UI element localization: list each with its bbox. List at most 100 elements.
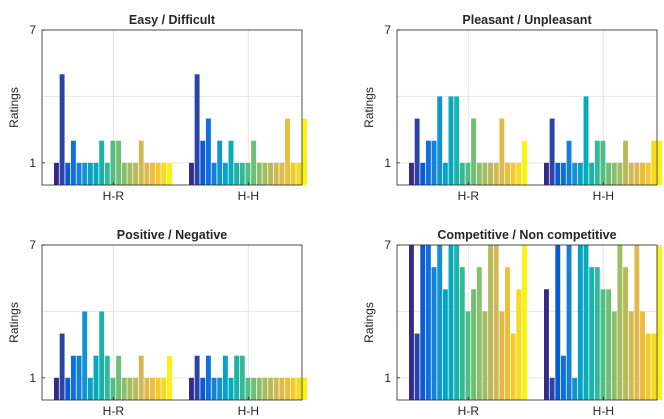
bar-h-h-7 — [222, 162, 228, 185]
bar-h-h-3 — [555, 245, 561, 400]
bar-h-r-17 — [144, 377, 150, 400]
bar-h-h-10 — [594, 140, 600, 185]
bar-h-r-20 — [161, 377, 167, 400]
bar-h-h-14 — [262, 377, 268, 400]
y-tick-label: 1 — [384, 156, 391, 170]
bar-h-r-17 — [499, 311, 505, 400]
bar-h-r-18 — [150, 162, 155, 185]
chart-title: Pleasant / Unpleasant — [462, 13, 592, 27]
y-tick-label: 1 — [29, 156, 36, 170]
bar-h-r-21 — [167, 355, 172, 400]
bar-h-r-4 — [425, 245, 431, 400]
bar-h-h-3 — [200, 377, 206, 400]
bar-h-r-8 — [448, 245, 454, 400]
bar-h-r-4 — [425, 140, 431, 185]
bar-h-r-13 — [476, 162, 482, 185]
bar-h-r-14 — [482, 162, 488, 185]
bar-h-h-16 — [273, 377, 279, 400]
bar-h-h-1 — [544, 289, 549, 400]
bar-h-r-18 — [505, 267, 510, 400]
bar-h-h-16 — [273, 162, 279, 185]
chart-panel-1: 1 7 H-R H-H Ratings Easy / Difficult — [7, 13, 307, 203]
bar-h-r-15 — [133, 162, 138, 185]
x-tick-label-h-r: H-R — [103, 404, 125, 418]
bar-h-r-3 — [65, 377, 71, 400]
bar-h-h-14 — [617, 162, 623, 185]
bar-h-r-6 — [82, 311, 88, 400]
bar-h-h-15 — [623, 267, 628, 400]
bar-h-h-3 — [555, 162, 561, 185]
bar-h-r-11 — [465, 162, 471, 185]
bar-h-r-3 — [420, 162, 426, 185]
bar-h-h-15 — [623, 140, 628, 185]
bar-h-r-10 — [459, 267, 465, 400]
bar-h-r-7 — [87, 377, 93, 400]
bar-h-r-2 — [59, 333, 65, 400]
bar-h-r-20 — [161, 162, 167, 185]
bar-h-h-19 — [645, 333, 651, 400]
plot-area — [42, 30, 302, 185]
x-tick-label-h-h: H-H — [593, 189, 614, 203]
bar-h-r-14 — [127, 162, 133, 185]
bar-h-h-21 — [302, 377, 307, 400]
axes-frame — [396, 244, 658, 401]
bar-h-h-18 — [640, 311, 645, 400]
bar-h-h-4 — [560, 162, 566, 185]
bar-h-h-8 — [228, 377, 234, 400]
bar-h-h-4 — [560, 355, 566, 400]
bar-h-r-19 — [510, 333, 516, 400]
x-tick-label-h-r: H-R — [103, 189, 125, 203]
bar-h-h-15 — [268, 162, 273, 185]
bar-h-h-2 — [194, 74, 200, 185]
bar-h-h-4 — [205, 355, 211, 400]
bar-h-r-16 — [138, 140, 144, 185]
bar-h-r-5 — [431, 140, 437, 185]
bar-h-h-21 — [657, 245, 662, 400]
bar-h-h-5 — [211, 377, 217, 400]
bar-h-h-5 — [566, 245, 572, 400]
bar-h-h-13 — [256, 377, 262, 400]
bar-h-h-10 — [239, 162, 245, 185]
bar-h-h-12 — [606, 289, 612, 400]
axes-frame — [41, 244, 303, 401]
bar-h-r-7 — [442, 162, 448, 185]
x-tick-label-h-r: H-R — [458, 189, 480, 203]
bar-h-h-5 — [211, 162, 217, 185]
bar-h-r-13 — [121, 162, 127, 185]
bar-h-r-13 — [121, 377, 127, 400]
bar-h-h-20 — [651, 140, 657, 185]
y-tick-label: 7 — [29, 23, 36, 37]
bar-h-h-8 — [583, 96, 589, 185]
bar-h-h-9 — [234, 162, 240, 185]
bar-h-r-1 — [409, 245, 414, 400]
bar-h-r-20 — [516, 289, 522, 400]
bar-h-h-10 — [239, 355, 245, 400]
bar-h-h-15 — [268, 377, 273, 400]
bar-h-r-16 — [493, 162, 499, 185]
axes-frame — [41, 29, 303, 186]
bar-h-r-4 — [70, 140, 76, 185]
bar-h-h-20 — [296, 377, 302, 400]
bar-h-h-14 — [262, 162, 268, 185]
bar-h-r-12 — [116, 355, 122, 400]
x-tick-label-h-r: H-R — [458, 404, 480, 418]
bar-h-h-17 — [279, 162, 285, 185]
bar-h-r-17 — [144, 162, 150, 185]
bar-h-r-19 — [510, 162, 516, 185]
bar-h-r-2 — [414, 118, 420, 185]
y-axis-label: Ratings — [362, 302, 376, 343]
bar-h-h-3 — [200, 140, 206, 185]
bar-h-r-16 — [138, 355, 144, 400]
bar-h-h-17 — [279, 377, 285, 400]
bar-h-r-19 — [155, 162, 161, 185]
bar-h-h-1 — [544, 162, 549, 185]
bar-h-r-10 — [104, 162, 110, 185]
bar-h-h-12 — [251, 377, 257, 400]
bar-h-h-19 — [290, 377, 296, 400]
chart-panel-2: 1 7 H-R H-H Ratings Pleasant / Unpleasant — [362, 13, 662, 203]
bar-h-r-21 — [522, 245, 527, 400]
bar-h-r-6 — [437, 96, 443, 185]
bar-h-r-8 — [93, 162, 99, 185]
bar-h-r-19 — [155, 377, 161, 400]
